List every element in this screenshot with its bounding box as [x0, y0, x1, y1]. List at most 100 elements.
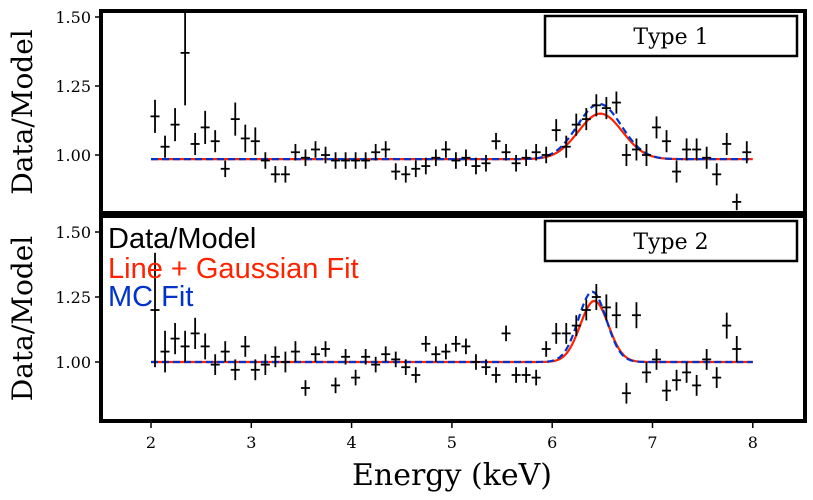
mc-fit-curve [151, 290, 753, 364]
x-tick-label: 8 [748, 433, 758, 452]
data-point [631, 138, 641, 161]
data-point [611, 91, 621, 114]
data-point [351, 152, 361, 169]
data-point [441, 343, 451, 360]
data-point [511, 155, 521, 172]
data-point [551, 323, 561, 344]
data-point [601, 97, 611, 120]
data-point [220, 341, 230, 362]
data-point [581, 108, 591, 131]
data-point [170, 323, 180, 355]
data-point [561, 135, 571, 158]
data-point [672, 369, 682, 391]
data-point [682, 138, 692, 161]
legend-entry: MC Fit [108, 281, 193, 313]
data-point [481, 359, 491, 375]
data-point [611, 302, 621, 329]
data-point [501, 325, 511, 342]
x-tick-label: 7 [647, 433, 657, 452]
panel-2: 1.00 1.25 1.50 Data/Model Type 2 [6, 214, 807, 423]
line-gaussian-fit-curve [151, 112, 753, 161]
data-point [621, 382, 631, 404]
data-point [411, 367, 421, 383]
data-point [200, 333, 210, 360]
mc-fit-curve [151, 102, 753, 161]
data-point [331, 152, 341, 169]
panel-title-box [543, 14, 799, 58]
data-point [280, 351, 290, 373]
data-point [561, 323, 571, 344]
data-point [722, 312, 732, 339]
data-point [541, 341, 551, 357]
y-tick-label: 1.50 [55, 223, 91, 242]
data-point [210, 130, 220, 153]
data-point [431, 346, 441, 362]
data-points [150, 11, 752, 211]
data-point [371, 356, 381, 373]
panel-title-text: Type 1 [633, 25, 708, 50]
data-point [672, 160, 682, 183]
data-point [351, 369, 361, 386]
data-point [481, 155, 491, 172]
data-point [591, 94, 601, 117]
data-point [692, 375, 702, 396]
data-point [331, 377, 341, 394]
data-point [581, 299, 591, 321]
data-point [240, 336, 250, 357]
data-point [521, 149, 531, 167]
legend-entry: Line + Gaussian Fit [108, 253, 359, 285]
data-point [531, 143, 541, 161]
data-point [381, 141, 391, 158]
line-gaussian-fit-curve [151, 299, 753, 364]
y-axis-label: Data/Model [6, 29, 39, 195]
y-tick-label: 1.25 [55, 77, 91, 96]
panel-frame [99, 214, 807, 423]
data-point [270, 166, 280, 183]
legend-entry: Data/Model [108, 223, 256, 255]
data-point [471, 354, 481, 370]
x-tick-label: 6 [547, 433, 557, 452]
data-point [682, 362, 692, 383]
data-point [190, 317, 200, 349]
data-point [491, 367, 501, 383]
panel-frame [99, 9, 807, 215]
data-point [641, 143, 651, 167]
data-point [652, 349, 662, 370]
data-point [190, 132, 200, 155]
data-point [300, 149, 310, 167]
data-point [401, 359, 411, 375]
data-point [391, 163, 401, 180]
y-tick-label: 1.00 [55, 353, 91, 372]
data-point [310, 141, 320, 158]
data-point [230, 102, 240, 136]
x-tick-label: 4 [347, 433, 357, 452]
data-point [321, 146, 331, 164]
data-point [270, 346, 280, 368]
y-tick-label: 1.00 [55, 146, 91, 165]
data-point [501, 143, 511, 161]
data-point [290, 341, 300, 362]
data-point [461, 149, 471, 167]
data-point [652, 116, 662, 139]
data-point [421, 157, 431, 175]
data-point [702, 146, 712, 169]
data-point [692, 138, 702, 161]
data-point [230, 359, 240, 381]
x-tick-label: 2 [146, 433, 156, 452]
data-point [321, 341, 331, 357]
data-point [250, 359, 260, 381]
data-points [150, 252, 742, 404]
data-point [521, 367, 531, 383]
data-point [631, 302, 641, 329]
y-axis-label: Data/Model [6, 236, 39, 402]
data-point [441, 141, 451, 158]
x-tick-label: 3 [246, 433, 256, 452]
data-point [371, 143, 381, 161]
data-point [411, 160, 421, 178]
panel-title-box [543, 219, 799, 263]
data-point [150, 252, 160, 368]
data-point [180, 11, 190, 106]
data-point [421, 336, 431, 352]
